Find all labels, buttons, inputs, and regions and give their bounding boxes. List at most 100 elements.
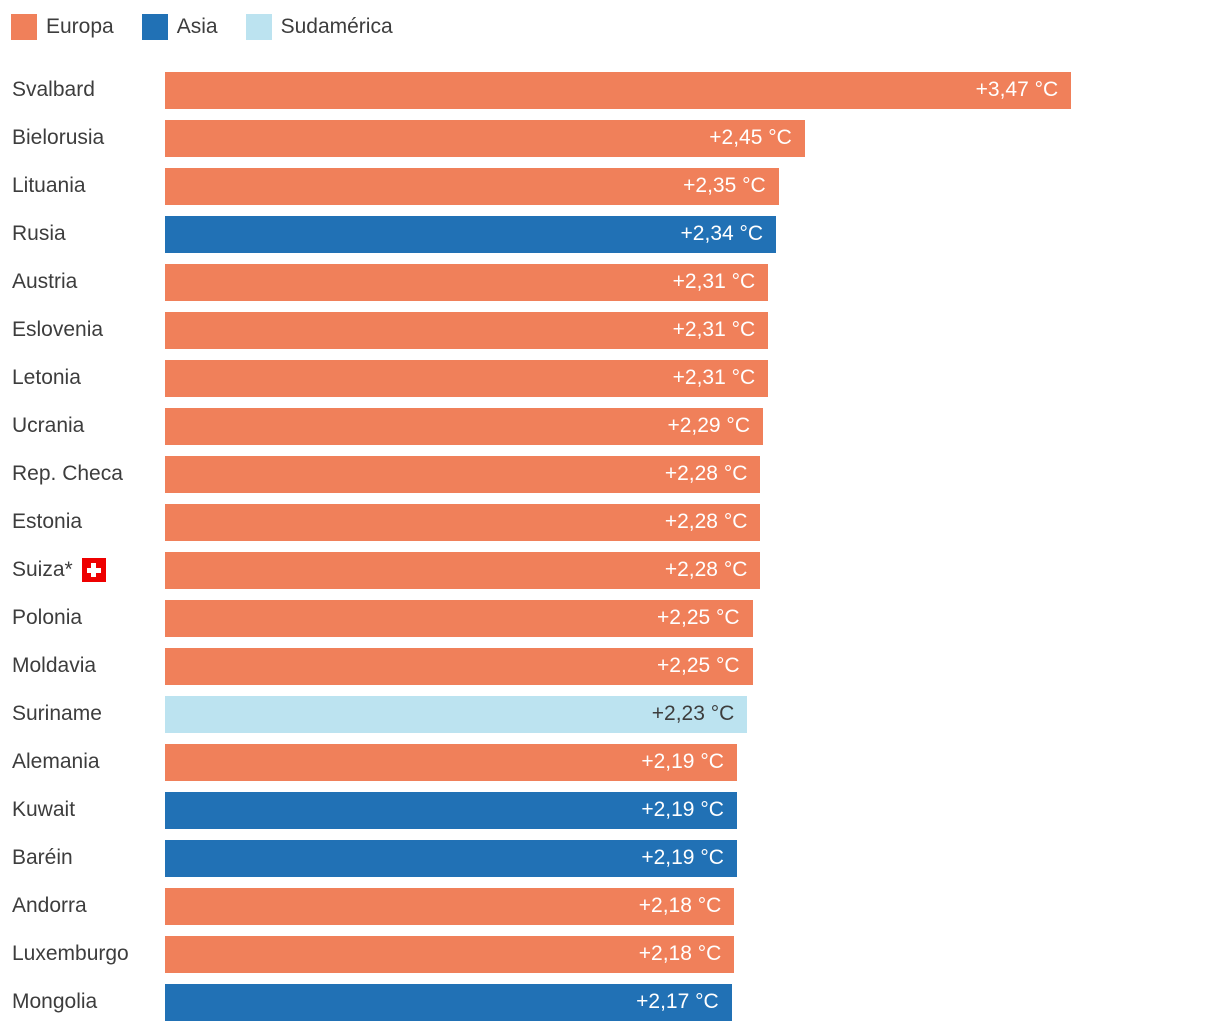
chart-row: Mongolia +2,17 °C [0,978,1220,1026]
plot-area: +2,34 °C [165,215,1220,253]
chart-row: Bielorusia +2,45 °C [0,114,1220,162]
bar: +2,19 °C [165,743,737,781]
plot-area: +2,17 °C [165,983,1220,1021]
plot-area: +2,29 °C [165,407,1220,445]
country-label: Rusia [0,222,165,246]
country-label: Letonia [0,366,165,390]
chart-row: Eslovenia +2,31 °C [0,306,1220,354]
country-label: Kuwait [0,798,165,822]
country-label: Estonia [0,510,165,534]
bar-value-label: +3,47 °C [975,78,1059,101]
bar-value-label: +2,35 °C [683,174,766,197]
country-name: Letonia [12,366,81,389]
country-name: Polonia [12,606,83,629]
chart-row: Suiza* +2,28 °C [0,546,1220,594]
country-label: Rep. Checa [0,462,165,486]
legend-label: Asia [176,15,218,38]
country-name: Suiza* [12,558,73,581]
country-name: Moldavia [12,654,97,677]
bar: +2,25 °C [165,599,753,637]
chart-row: Austria +2,31 °C [0,258,1220,306]
bar-value-label: +2,19 °C [641,846,724,869]
chart-row: Luxemburgo +2,18 °C [0,930,1220,978]
legend-swatch-icon [11,14,37,40]
legend-label: Sudamérica [280,15,393,38]
bar: +3,47 °C [165,71,1072,109]
bar-value-label: +2,18 °C [638,942,722,965]
country-name: Baréin [12,846,73,869]
plot-area: +2,19 °C [165,791,1220,829]
bar-value-label: +2,18 °C [638,894,722,917]
country-label: Luxemburgo [0,942,165,966]
chart-row: Andorra +2,18 °C [0,882,1220,930]
chart-row: Alemania +2,19 °C [0,738,1220,786]
plot-area: +2,28 °C [165,503,1220,541]
bar-value-label: +2,31 °C [672,318,756,341]
bar: +2,34 °C [165,215,777,253]
chart-row: Moldavia +2,25 °C [0,642,1220,690]
plot-area: +2,18 °C [165,935,1220,973]
chart-row: Kuwait +2,19 °C [0,786,1220,834]
country-name: Bielorusia [12,126,105,149]
bar: +2,31 °C [165,263,769,301]
legend-item: Asia [141,14,218,40]
bar-value-label: +2,45 °C [709,126,792,149]
country-label: Lituania [0,174,165,198]
bar-value-label: +2,25 °C [657,606,740,629]
legend-label: Europa [46,15,114,38]
bar-chart: Svalbard +3,47 °C Bielorusia +2,45 °C Li… [0,66,1220,1026]
bar: +2,18 °C [165,887,735,925]
bar: +2,25 °C [165,647,753,685]
country-name: Austria [12,270,78,293]
chart-row: Letonia +2,31 °C [0,354,1220,402]
chart-legend: Europa Asia Sudamérica [11,14,421,40]
legend-swatch-icon [245,14,272,40]
bar: +2,29 °C [165,407,763,445]
country-name: Rep. Checa [12,462,123,485]
country-label: Andorra [0,894,165,918]
chart-row: Suriname +2,23 °C [0,690,1220,738]
bar-value-label: +2,28 °C [664,510,748,533]
country-label: Bielorusia [0,126,165,150]
plot-area: +2,25 °C [165,599,1220,637]
plot-area: +2,28 °C [165,551,1220,589]
bar-value-label: +2,29 °C [667,414,750,437]
swiss-flag-icon [81,558,106,582]
country-label: Austria [0,270,165,294]
bar: +2,19 °C [165,839,737,877]
plot-area: +2,31 °C [165,359,1220,397]
bar-value-label: +2,31 °C [672,270,756,293]
country-label: Alemania [0,750,165,774]
country-name: Eslovenia [12,318,104,341]
bar: +2,23 °C [165,695,748,733]
bar: +2,45 °C [165,119,805,157]
bar: +2,28 °C [165,503,761,541]
bar: +2,17 °C [165,983,732,1021]
country-label: Mongolia [0,990,165,1014]
legend-swatch-icon [141,14,168,40]
chart-row: Estonia +2,28 °C [0,498,1220,546]
country-label: Baréin [0,846,165,870]
bar-value-label: +2,17 °C [636,990,719,1013]
country-name: Mongolia [12,990,98,1013]
bar-value-label: +2,34 °C [680,222,764,245]
chart-row: Lituania +2,35 °C [0,162,1220,210]
bar: +2,31 °C [165,311,769,349]
country-label: Suriname [0,702,165,726]
plot-area: +2,35 °C [165,167,1220,205]
bar-value-label: +2,19 °C [641,750,724,773]
chart-row: Svalbard +3,47 °C [0,66,1220,114]
country-name: Lituania [12,174,86,197]
plot-area: +2,19 °C [165,839,1220,877]
plot-area: +2,31 °C [165,311,1220,349]
bar-value-label: +2,23 °C [651,702,735,725]
bar: +2,18 °C [165,935,735,973]
plot-area: +2,23 °C [165,695,1220,733]
bar-value-label: +2,25 °C [657,654,740,677]
chart-row: Polonia +2,25 °C [0,594,1220,642]
legend-item: Europa [11,14,114,40]
country-name: Andorra [12,894,87,917]
bar-value-label: +2,28 °C [664,462,748,485]
chart-row: Ucrania +2,29 °C [0,402,1220,450]
